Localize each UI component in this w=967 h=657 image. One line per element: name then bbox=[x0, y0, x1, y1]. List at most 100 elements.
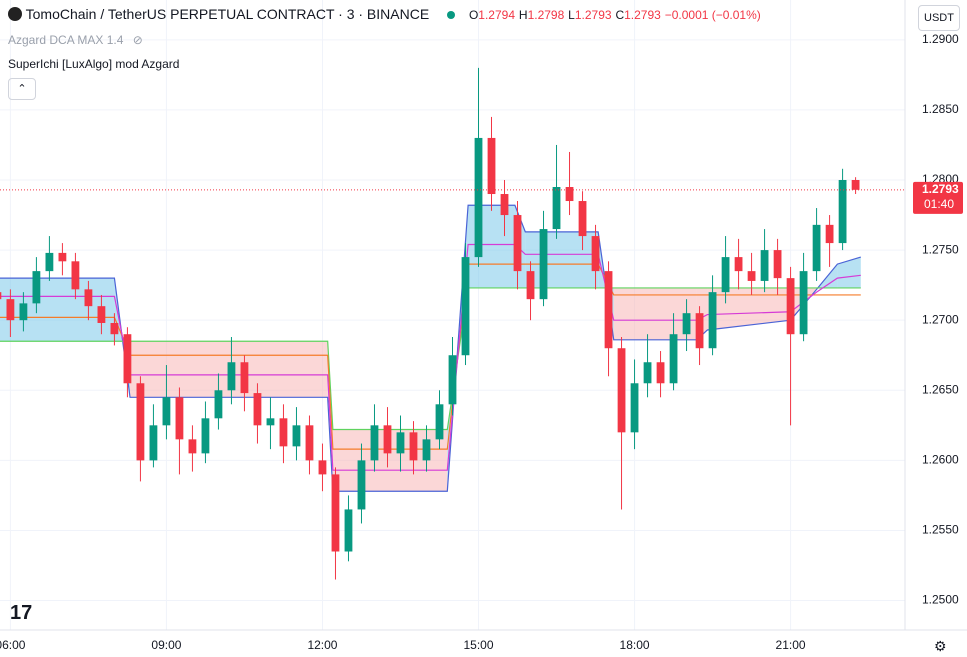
candle-body bbox=[604, 271, 613, 349]
candle-body bbox=[123, 334, 132, 384]
candle-body bbox=[188, 439, 197, 454]
currency-button[interactable]: USDT bbox=[918, 5, 960, 31]
candle-body bbox=[396, 432, 405, 454]
candle-body bbox=[279, 418, 288, 447]
candle-body bbox=[708, 292, 717, 349]
h-value: 1.2798 bbox=[527, 8, 565, 22]
candle-body bbox=[461, 257, 470, 356]
candle-body bbox=[656, 362, 665, 384]
indicator-1-name: Azgard DCA MAX 1.4 bbox=[8, 33, 124, 47]
x-tick-label: 12:00 bbox=[307, 638, 337, 652]
status-dot bbox=[447, 11, 456, 19]
indicator-line bbox=[0, 204, 861, 492]
candle-body bbox=[721, 257, 730, 293]
candle-body bbox=[149, 425, 158, 461]
header: TomoChain / TetherUS PERPETUAL CONTRACT … bbox=[8, 6, 761, 22]
collapse-button[interactable]: ⌃ bbox=[8, 78, 36, 100]
y-tick-label: 1.2700 bbox=[922, 312, 959, 326]
y-tick-label: 1.2850 bbox=[922, 102, 959, 116]
candle-body bbox=[838, 180, 847, 244]
candle-body bbox=[812, 224, 821, 272]
indicator-line bbox=[0, 263, 861, 450]
candle-body bbox=[318, 460, 327, 475]
candle-body bbox=[136, 383, 145, 461]
y-tick-label: 1.2750 bbox=[922, 242, 959, 256]
ohlc: O1.2794 H1.2798 L1.2793 C1.2793 −0.0001 … bbox=[469, 6, 761, 22]
indicator-2[interactable]: SuperIchi [LuxAlgo] mod Azgard bbox=[8, 57, 180, 71]
candle-body bbox=[773, 250, 782, 279]
indicator-line bbox=[0, 287, 861, 431]
indicator-1[interactable]: Azgard DCA MAX 1.4 ⊘ bbox=[8, 33, 143, 47]
candle-body bbox=[630, 383, 639, 433]
candle-body bbox=[305, 425, 314, 461]
candle-body bbox=[71, 261, 80, 290]
change: −0.0001 (−0.01%) bbox=[664, 8, 761, 22]
candle-body bbox=[617, 348, 626, 433]
candle-body bbox=[760, 250, 769, 281]
candle-body bbox=[19, 303, 28, 321]
candle-body bbox=[266, 418, 275, 426]
symbol-icon bbox=[8, 7, 22, 21]
candle-body bbox=[409, 432, 418, 461]
candle-body bbox=[214, 390, 223, 419]
h-label: H bbox=[518, 8, 528, 22]
candle-body bbox=[552, 187, 561, 230]
candle-body bbox=[526, 271, 535, 300]
l-label: L bbox=[568, 8, 575, 22]
settings-icon[interactable]: ⚙ bbox=[934, 638, 947, 654]
o-value: 1.2794 bbox=[478, 8, 515, 22]
cloud-fill bbox=[0, 278, 115, 342]
candle-body bbox=[6, 299, 15, 321]
cloud-fill bbox=[525, 231, 599, 288]
candle-body bbox=[110, 322, 119, 335]
l-value: 1.2793 bbox=[574, 8, 612, 22]
x-tick-label: 18:00 bbox=[620, 638, 650, 652]
candle-body bbox=[58, 252, 67, 262]
x-tick-label: 06:00 bbox=[0, 638, 26, 652]
candle-body bbox=[695, 313, 704, 349]
hidden-icon[interactable]: ⊘ bbox=[132, 33, 143, 47]
x-tick-label: 15:00 bbox=[463, 638, 493, 652]
candle-body bbox=[474, 137, 483, 258]
candle-body bbox=[643, 362, 652, 384]
candle-body bbox=[331, 474, 340, 552]
c-label: C bbox=[615, 8, 625, 22]
candle-body bbox=[45, 252, 54, 272]
cloud-fill bbox=[707, 287, 791, 330]
price-tag-label: 1.2793 bbox=[922, 182, 959, 196]
candle-body bbox=[0, 292, 2, 300]
cloud-fill bbox=[613, 287, 697, 340]
candle-body bbox=[513, 215, 522, 272]
candle-body bbox=[435, 404, 444, 440]
symbol[interactable]: TomoChain / TetherUS PERPETUAL CONTRACT … bbox=[25, 6, 430, 22]
y-tick-label: 1.2900 bbox=[922, 32, 959, 46]
x-tick-label: 09:00 bbox=[151, 638, 181, 652]
candle-body bbox=[682, 313, 691, 335]
candle-body bbox=[448, 355, 457, 405]
o-label: O bbox=[468, 8, 479, 22]
candle-body bbox=[747, 271, 756, 281]
candle-body bbox=[201, 418, 210, 454]
indicator-line bbox=[0, 243, 861, 471]
candle-body bbox=[175, 397, 184, 440]
candle-body bbox=[851, 180, 860, 190]
candle-body bbox=[422, 439, 431, 461]
candle-body bbox=[227, 362, 236, 391]
logo: 17 bbox=[10, 602, 33, 624]
candle-body bbox=[292, 425, 301, 447]
candle-body bbox=[565, 187, 574, 202]
candle-body bbox=[799, 271, 808, 335]
cloud-fill bbox=[598, 231, 614, 340]
countdown: 01:40 bbox=[924, 197, 954, 211]
candle-body bbox=[370, 425, 379, 461]
candle-body bbox=[84, 289, 93, 307]
c-value: 1.2793 bbox=[624, 8, 661, 22]
y-tick-label: 1.2650 bbox=[922, 382, 959, 396]
candle-body bbox=[591, 236, 600, 272]
price-tag bbox=[913, 181, 963, 214]
x-tick-label: 21:00 bbox=[776, 638, 806, 652]
candle-body bbox=[539, 229, 548, 300]
candle-body bbox=[734, 257, 743, 272]
candle-body bbox=[97, 306, 106, 323]
